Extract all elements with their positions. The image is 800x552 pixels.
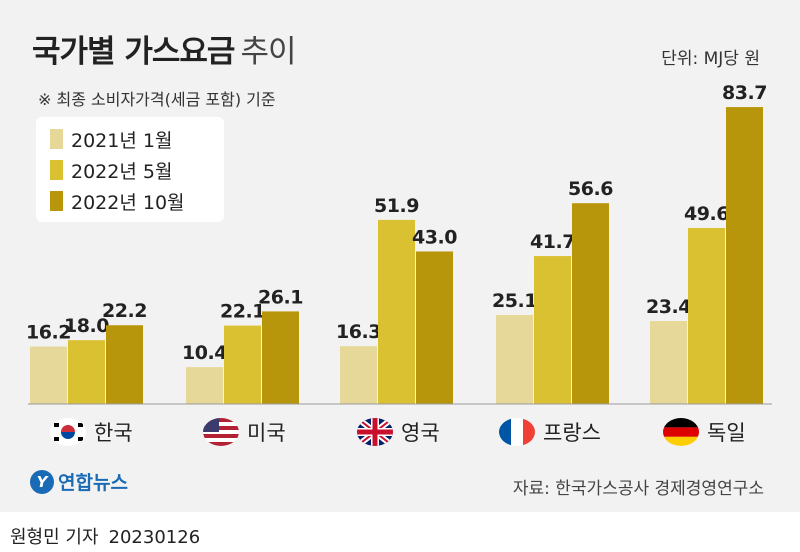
- legend-swatch: [50, 160, 63, 180]
- bar-한국-1: [68, 340, 105, 404]
- category-label: 한국: [94, 421, 133, 445]
- bars-group: 16.2 10.4 16.3 25.1 23.4 18.0 22.1 51.9 41.7 49.6…: [26, 82, 767, 405]
- value-label: 16.2: [26, 322, 71, 344]
- bar-영국-0: [340, 346, 377, 404]
- chart-subtitle: ※ 최종 소비자가격(세금 포함) 기준: [38, 90, 276, 109]
- value-label: 23.4: [646, 296, 691, 318]
- value-label: 18.0: [64, 315, 109, 337]
- bar-영국-2: [416, 251, 453, 404]
- category-영국: 영국: [357, 418, 440, 446]
- legend-label: 2022년 10월: [71, 191, 185, 214]
- category-label: 독일: [707, 421, 746, 445]
- bar-프랑스-2: [572, 203, 609, 404]
- value-label: 83.7: [722, 82, 767, 104]
- legend-label: 2022년 5월: [71, 160, 173, 183]
- logo-text: 연합뉴스: [58, 472, 128, 494]
- category-한국: 한국: [50, 418, 133, 446]
- value-label: 51.9: [374, 195, 419, 217]
- unit-label: 단위: MJ당 원: [661, 49, 760, 69]
- legend-item-2022-10: 2022년 10월: [50, 187, 185, 215]
- yonhap-logo: Y 연합뉴스: [30, 468, 128, 495]
- legend-swatch: [50, 191, 63, 211]
- value-label: 26.1: [258, 286, 303, 308]
- title-text: 국가별 가스요금: [32, 34, 235, 70]
- bar-미국-2: [262, 311, 299, 404]
- title-suffix: 추이: [240, 34, 296, 70]
- chart-title: 국가별 가스요금 추이: [32, 26, 296, 71]
- bar-독일-0: [650, 320, 687, 404]
- bar-미국-1: [224, 325, 261, 404]
- bar-영국-1: [378, 219, 415, 404]
- value-label: 25.1: [492, 290, 537, 312]
- value-label: 22.1: [220, 301, 265, 323]
- value-label: 16.3: [336, 321, 381, 343]
- category-label: 미국: [247, 421, 286, 445]
- legend: 2021년 1월 2022년 5월 2022년 10월: [36, 117, 224, 222]
- bar-chart: 16.2 10.4 16.3 25.1 23.4 18.0 22.1 51.9 41.7 49.6…: [26, 82, 772, 446]
- source-note: 자료: 한국가스공사 경제경영연구소: [512, 479, 764, 499]
- usa-flag-icon: [203, 418, 239, 446]
- bar-한국-0: [30, 346, 67, 404]
- yonhap-logo-icon: Y: [30, 469, 54, 494]
- value-label: 43.0: [412, 226, 457, 248]
- bar-한국-2: [106, 325, 143, 404]
- reporter-name: 원형민 기자: [10, 527, 99, 548]
- value-label: 49.6: [684, 203, 729, 225]
- category-label: 영국: [401, 421, 440, 445]
- legend-item-2021-01: 2021년 1월: [50, 125, 172, 153]
- category-label: 프랑스: [543, 421, 601, 445]
- france-flag-icon: [499, 418, 535, 446]
- bar-미국-0: [186, 367, 223, 404]
- value-label: 22.2: [102, 300, 147, 322]
- value-label: 41.7: [530, 231, 575, 253]
- value-label: 10.4: [182, 342, 227, 364]
- category-axis: 한국 미국 영국 프랑스 독일: [50, 418, 746, 446]
- bar-프랑스-1: [534, 256, 571, 404]
- byline-date: 20230126: [108, 527, 201, 548]
- bar-프랑스-0: [496, 314, 533, 404]
- chart-panel: 국가별 가스요금 추이 ※ 최종 소비자가격(세금 포함) 기준 단위: MJ당 …: [0, 0, 800, 512]
- legend-swatch: [50, 129, 63, 149]
- bar-독일-1: [688, 228, 725, 404]
- category-독일: 독일: [663, 418, 746, 446]
- korea-flag-icon: [50, 418, 86, 446]
- legend-item-2022-05: 2022년 5월: [50, 156, 172, 184]
- germany-flag-icon: [663, 418, 699, 446]
- uk-flag-icon: [357, 418, 393, 446]
- bar-독일-2: [726, 107, 763, 405]
- legend-label: 2021년 1월: [71, 129, 173, 152]
- category-미국: 미국: [203, 418, 286, 446]
- category-프랑스: 프랑스: [499, 418, 601, 446]
- value-label: 56.6: [568, 178, 613, 200]
- byline: 원형민 기자 20230126: [10, 523, 200, 549]
